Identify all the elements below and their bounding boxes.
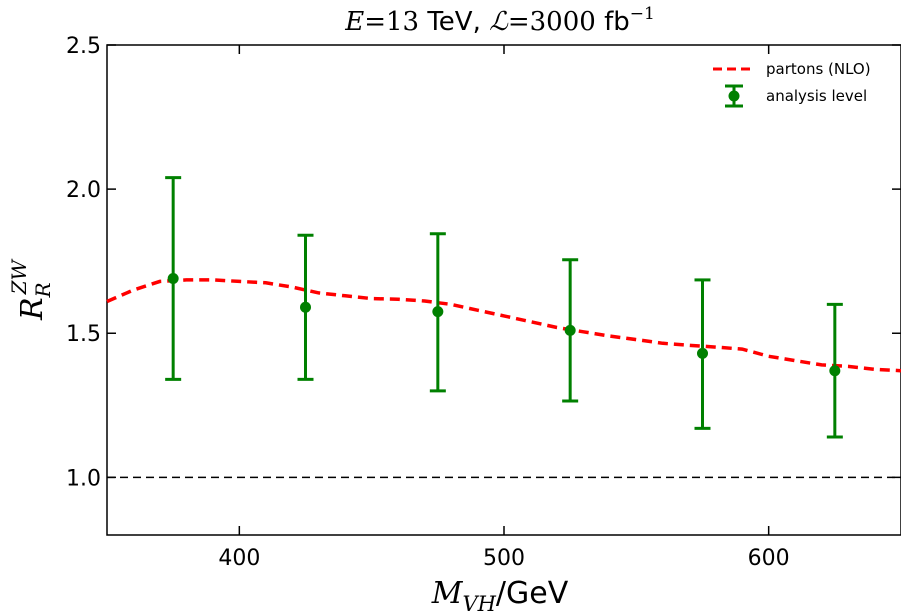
legend-label-partons: partons (NLO) <box>766 60 871 78</box>
y-tick-label: 1.0 <box>66 466 101 491</box>
x-tick-label: 500 <box>483 546 525 571</box>
axis-ticks: 400 500 600 1.0 1.5 2.0 2.5 <box>66 34 901 571</box>
x-axis-label: MVH/GeV <box>431 576 569 613</box>
data-point <box>300 301 311 313</box>
data-point <box>432 306 444 318</box>
x-tick-label: 400 <box>218 546 260 571</box>
series-line-partons <box>106 278 901 373</box>
y-tick-label: 2.5 <box>66 34 101 59</box>
plot-area <box>106 44 901 536</box>
y-axis-label: RRZW <box>7 259 55 322</box>
data-point <box>697 347 708 359</box>
data-point <box>167 272 179 284</box>
y-tick-label: 2.0 <box>66 178 101 203</box>
legend: partons (NLO) analysis level <box>713 60 871 108</box>
chart-title: E=13 TeV, ℒ=3000 fb−1 <box>344 4 655 37</box>
data-point <box>829 365 841 377</box>
y-tick-label: 1.5 <box>66 322 101 347</box>
legend-marker <box>728 90 740 102</box>
data-point <box>564 324 576 336</box>
legend-label-analysis: analysis level <box>766 87 867 105</box>
x-tick-label: 600 <box>748 546 790 571</box>
series-layer <box>106 176 901 439</box>
